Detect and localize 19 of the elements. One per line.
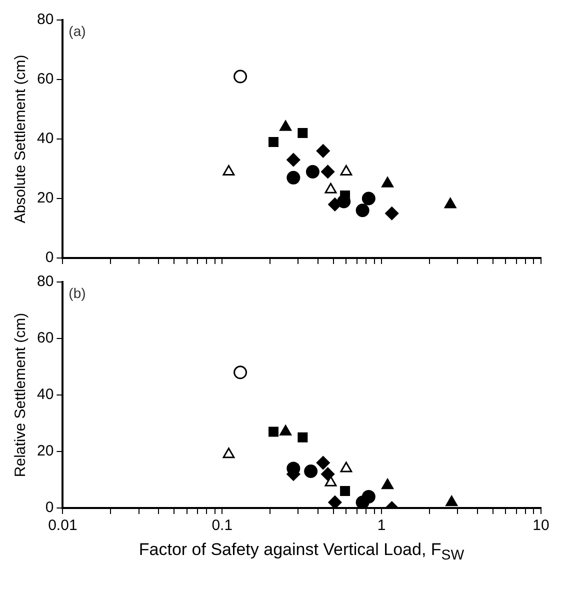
- x-tick-label: 0.1: [212, 517, 233, 534]
- x-tick-label: 1: [377, 517, 386, 534]
- y-tick-label: 0: [45, 499, 54, 516]
- y-tick-label: 40: [36, 130, 54, 148]
- y-tick-label: 40: [36, 386, 54, 404]
- y-tick-label: 60: [36, 330, 54, 347]
- y-axis-title: Relative Settlement (cm): [12, 312, 30, 478]
- x-tick-label: 0.01: [48, 517, 78, 534]
- y-tick-label: 80: [36, 273, 54, 290]
- y-tick-label: 80: [36, 11, 54, 28]
- y-axis-title: Absolute Settlement (cm): [12, 54, 30, 224]
- annotation: (a): [68, 22, 86, 39]
- y-tick-label: 0: [45, 249, 54, 266]
- y-tick-label: 20: [36, 442, 54, 460]
- y-tick-label: 20: [36, 190, 54, 207]
- x-axis-title: Factor of Safety against Vertical Load, F$_{SW}$: [138, 540, 466, 564]
- y-tick-label: 60: [36, 70, 54, 88]
- annotation: (b): [68, 284, 86, 301]
- x-tick-label: 10: [532, 517, 550, 534]
